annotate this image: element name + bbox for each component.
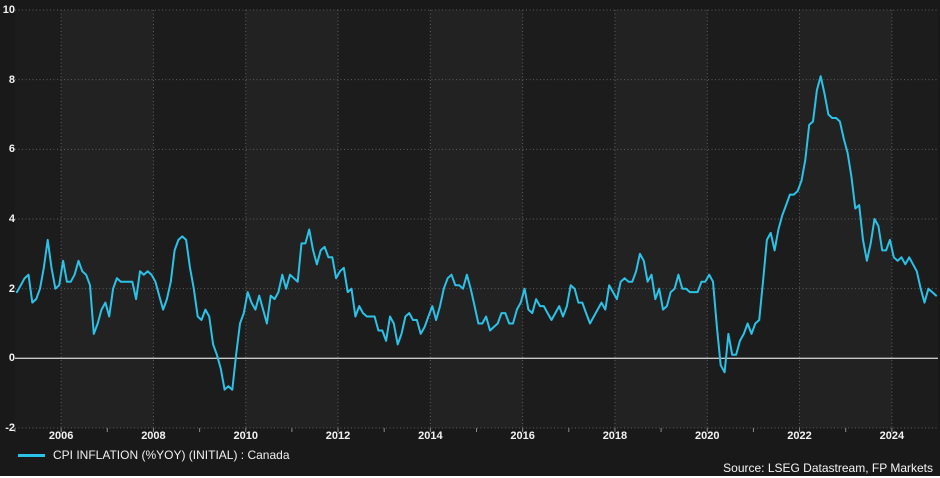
x-axis-tick-label: 2018 [602, 430, 628, 442]
source-attribution: Source: LSEG Datastream, FP Markets [723, 461, 933, 475]
x-axis-tick-label: 2014 [418, 430, 443, 442]
x-axis-tick-label: 2012 [325, 430, 351, 442]
y-axis-tick-label: 6 [8, 143, 15, 156]
y-axis-tick-label: 8 [8, 73, 15, 86]
x-axis-tick-label: 2008 [141, 430, 166, 442]
series-legend-label: CPI INFLATION (%YOY) (INITIAL) : Canada [53, 448, 290, 462]
cpi-series-line [15, 75, 938, 391]
bottom-border-divider [0, 476, 940, 478]
x-axis-tick-label: 2010 [233, 430, 258, 442]
y-axis-tick-label: 4 [8, 213, 15, 225]
legend: CPI INFLATION (%YOY) (INITIAL) : Canada [18, 448, 290, 462]
y-axis-tick-label: 10 [2, 4, 15, 16]
x-axis-tick-label: 2020 [695, 430, 720, 442]
x-axis-tick-label: 2016 [510, 430, 535, 442]
series-line-swatch-icon [18, 453, 45, 457]
y-axis-tick-label: 2 [8, 282, 15, 295]
year-band [614, 10, 708, 428]
y-axis-tick-label: 0 [8, 352, 15, 365]
x-axis-tick-label: 2006 [48, 430, 74, 442]
x-axis-tick-label: 2022 [787, 430, 812, 442]
x-axis-tick-label: 2024 [879, 430, 905, 442]
y-axis-tick-label: -2 [5, 422, 15, 434]
